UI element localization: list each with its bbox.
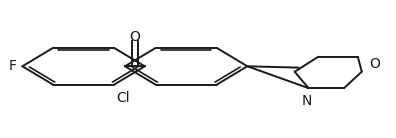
Text: O: O <box>369 57 381 71</box>
Text: Cl: Cl <box>116 91 130 105</box>
Text: F: F <box>8 59 17 73</box>
Text: O: O <box>129 30 140 44</box>
Text: N: N <box>301 94 312 108</box>
